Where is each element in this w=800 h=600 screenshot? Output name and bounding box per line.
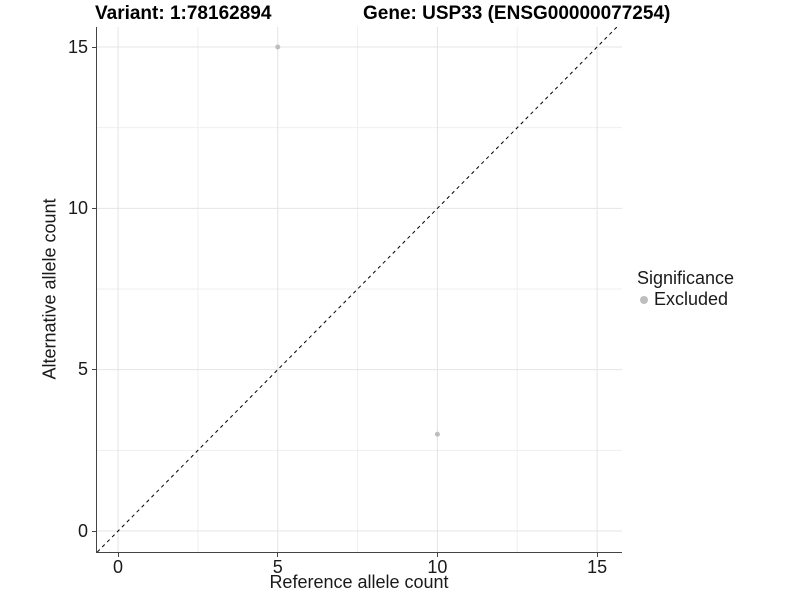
data-point (434, 431, 440, 437)
y-tick-mark (92, 369, 97, 371)
x-tick-label: 0 (113, 557, 124, 577)
x-tick-mark (596, 552, 598, 557)
y-tick-mark (92, 46, 97, 48)
data-point (275, 44, 281, 50)
x-axis-title: Reference allele count (269, 572, 449, 592)
x-tick-mark (277, 552, 279, 557)
y-tick-label: 0 (77, 520, 88, 541)
variant-title: Variant: 1:78162894 (95, 3, 272, 24)
legend-point-icon (640, 295, 648, 304)
y-axis-title: Alternative allele count (39, 198, 60, 380)
legend: Significance Excluded (637, 267, 797, 310)
x-tick-mark (436, 552, 438, 557)
y-tick-label: 5 (77, 359, 88, 380)
x-tick-label: 5 (272, 557, 283, 577)
y-tick-mark (92, 530, 97, 532)
y-tick-label: 15 (67, 36, 88, 57)
legend-item-label: Excluded (654, 289, 729, 309)
legend-item-excluded: Excluded (637, 289, 797, 310)
y-tick-mark (92, 207, 97, 209)
gene-title: Gene: USP33 (ENSG00000077254) (363, 3, 671, 24)
x-tick-label: 10 (427, 557, 448, 577)
legend-title: Significance (637, 268, 735, 288)
x-tick-mark (117, 552, 119, 557)
x-tick-label: 15 (587, 557, 608, 577)
y-tick-label: 10 (67, 197, 88, 218)
plot-panel (96, 27, 622, 553)
plot-area (97, 27, 622, 552)
